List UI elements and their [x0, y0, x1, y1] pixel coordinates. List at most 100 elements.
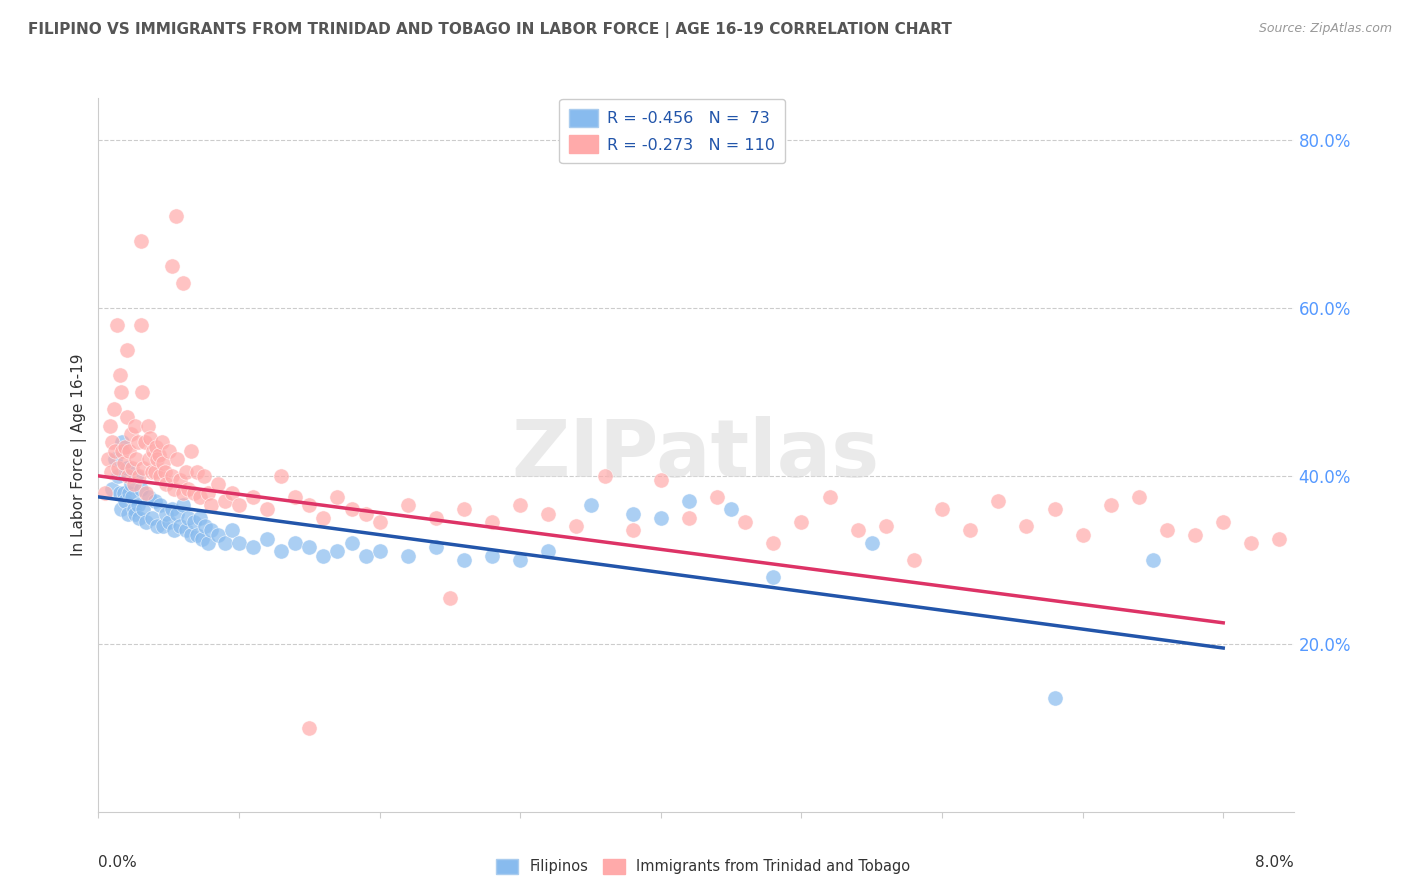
Point: [621, 524, 644, 538]
Point: [1043, 502, 1066, 516]
Point: [720, 502, 742, 516]
Point: [145, 440, 167, 454]
Point: [846, 524, 869, 538]
Point: [188, 490, 211, 504]
Point: [103, 401, 125, 416]
Point: [509, 553, 531, 567]
Point: [143, 465, 166, 479]
Point: [242, 541, 264, 555]
Point: [104, 452, 127, 467]
Point: [762, 536, 785, 550]
Point: [115, 410, 138, 425]
Point: [142, 443, 165, 458]
Point: [149, 469, 172, 483]
Point: [1268, 532, 1291, 546]
Point: [183, 485, 205, 500]
Point: [125, 452, 148, 467]
Point: [678, 511, 700, 525]
Point: [155, 477, 177, 491]
Point: [111, 435, 134, 450]
Point: [131, 384, 153, 399]
Point: [177, 511, 200, 525]
Point: [481, 549, 503, 563]
Point: [183, 515, 205, 529]
Point: [114, 440, 136, 454]
Point: [115, 343, 138, 357]
Point: [207, 527, 229, 541]
Point: [114, 494, 136, 508]
Point: [166, 507, 188, 521]
Point: [117, 507, 139, 521]
Y-axis label: In Labor Force | Age 16-19: In Labor Force | Age 16-19: [70, 353, 87, 557]
Point: [112, 485, 135, 500]
Point: [124, 507, 146, 521]
Point: [1015, 519, 1038, 533]
Point: [425, 511, 447, 525]
Point: [160, 259, 183, 273]
Point: [174, 524, 197, 538]
Point: [621, 507, 644, 521]
Legend: Filipinos, Immigrants from Trinidad and Tobago: Filipinos, Immigrants from Trinidad and …: [489, 853, 917, 880]
Point: [537, 544, 560, 558]
Point: [207, 477, 229, 491]
Point: [127, 435, 149, 450]
Point: [200, 498, 222, 512]
Point: [214, 494, 236, 508]
Point: [191, 532, 214, 546]
Point: [298, 541, 321, 555]
Point: [256, 502, 278, 516]
Point: [221, 524, 243, 538]
Point: [1296, 553, 1319, 567]
Point: [107, 469, 129, 483]
Point: [1353, 524, 1375, 538]
Point: [875, 519, 897, 533]
Point: [150, 435, 173, 450]
Point: [270, 544, 292, 558]
Point: [1324, 515, 1347, 529]
Point: [139, 431, 162, 445]
Point: [256, 532, 278, 546]
Point: [117, 469, 139, 483]
Point: [368, 515, 391, 529]
Point: [105, 318, 128, 332]
Point: [138, 490, 160, 504]
Point: [149, 498, 172, 512]
Point: [284, 490, 307, 504]
Point: [108, 368, 131, 383]
Point: [1071, 527, 1094, 541]
Point: [97, 452, 120, 467]
Point: [125, 469, 148, 483]
Point: [146, 519, 169, 533]
Point: [143, 494, 166, 508]
Point: [650, 511, 672, 525]
Point: [120, 477, 142, 491]
Point: [439, 591, 461, 605]
Point: [565, 519, 588, 533]
Point: [163, 482, 186, 496]
Point: [118, 485, 141, 500]
Point: [115, 460, 138, 475]
Point: [453, 502, 475, 516]
Point: [860, 536, 883, 550]
Point: [138, 452, 160, 467]
Point: [122, 477, 145, 491]
Point: [396, 549, 419, 563]
Point: [132, 460, 155, 475]
Point: [141, 511, 163, 525]
Point: [136, 418, 159, 433]
Point: [312, 511, 335, 525]
Point: [481, 515, 503, 529]
Point: [152, 456, 174, 470]
Point: [121, 490, 143, 504]
Point: [174, 465, 197, 479]
Point: [425, 541, 447, 555]
Point: [242, 490, 264, 504]
Point: [104, 443, 127, 458]
Point: [186, 527, 208, 541]
Point: [128, 511, 150, 525]
Point: [193, 469, 215, 483]
Point: [537, 507, 560, 521]
Point: [298, 498, 321, 512]
Point: [987, 494, 1010, 508]
Point: [1184, 527, 1206, 541]
